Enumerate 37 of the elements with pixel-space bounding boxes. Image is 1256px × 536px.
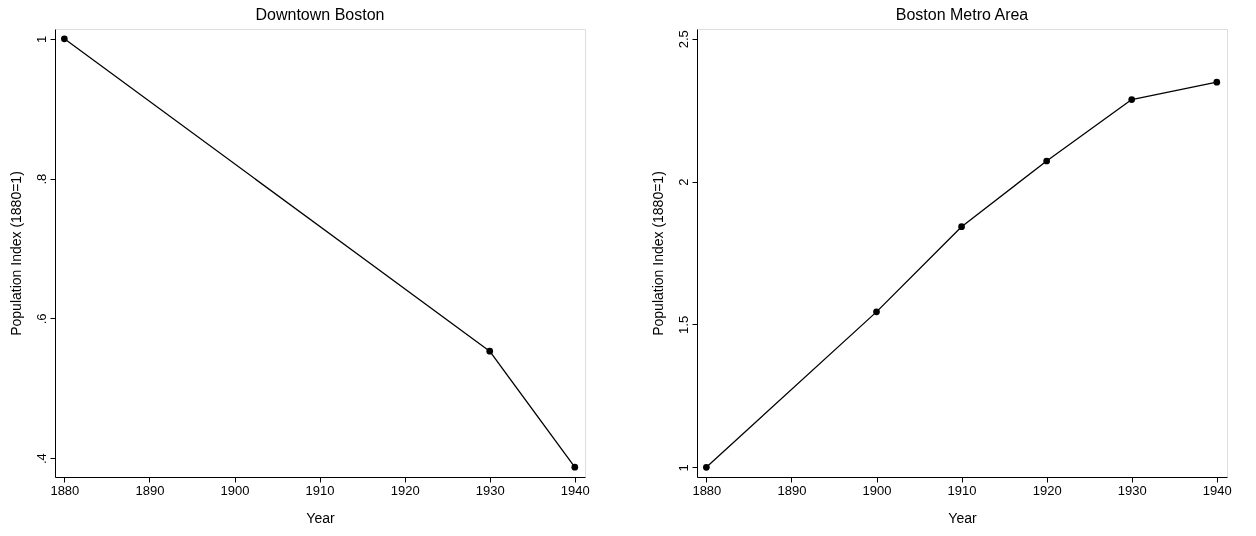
y-tick-label: 1 — [675, 464, 691, 472]
point — [1128, 96, 1136, 103]
point — [873, 308, 880, 316]
x-tick-label: 1910 — [305, 482, 335, 498]
y-tick-label: 2 — [675, 178, 691, 186]
x-tick-label: 1880 — [50, 482, 80, 498]
y-tick-label: 1 — [33, 35, 49, 43]
x-tick-label: 1940 — [560, 482, 590, 498]
x-tick-label: 1920 — [1032, 482, 1062, 498]
point — [61, 35, 68, 43]
y-tick-label: .8 — [33, 173, 49, 185]
y-tick-label: 2.5 — [675, 30, 691, 49]
point — [571, 463, 579, 471]
chart-title: Downtown Boston — [255, 6, 385, 23]
x-tick-label: 1930 — [1117, 482, 1147, 498]
x-axis-title: Year — [948, 509, 977, 526]
y-axis-title: Population Index (1880=1) — [649, 171, 666, 336]
x-tick-label: 1880 — [692, 482, 722, 498]
point — [486, 347, 494, 355]
chart-title: Boston Metro Area — [895, 6, 1029, 23]
x-tick-label: 1900 — [220, 482, 250, 498]
x-tick-label: 1920 — [390, 482, 420, 498]
x-axis-title: Year — [306, 509, 335, 526]
y-tick-label: .4 — [33, 453, 49, 465]
y-tick-label: 1.5 — [675, 315, 691, 334]
y-axis-title: Population Index (1880=1) — [7, 171, 24, 336]
y-tick-label: .6 — [33, 313, 49, 325]
point — [1213, 78, 1221, 86]
x-tick-label: 1890 — [135, 482, 165, 498]
point — [958, 223, 965, 231]
x-tick-label: 1940 — [1202, 482, 1232, 498]
point — [1043, 157, 1050, 165]
point — [703, 463, 710, 471]
x-tick-label: 1910 — [947, 482, 977, 498]
x-tick-label: 1930 — [475, 482, 505, 498]
x-tick-label: 1900 — [862, 482, 892, 498]
x-tick-label: 1890 — [777, 482, 807, 498]
